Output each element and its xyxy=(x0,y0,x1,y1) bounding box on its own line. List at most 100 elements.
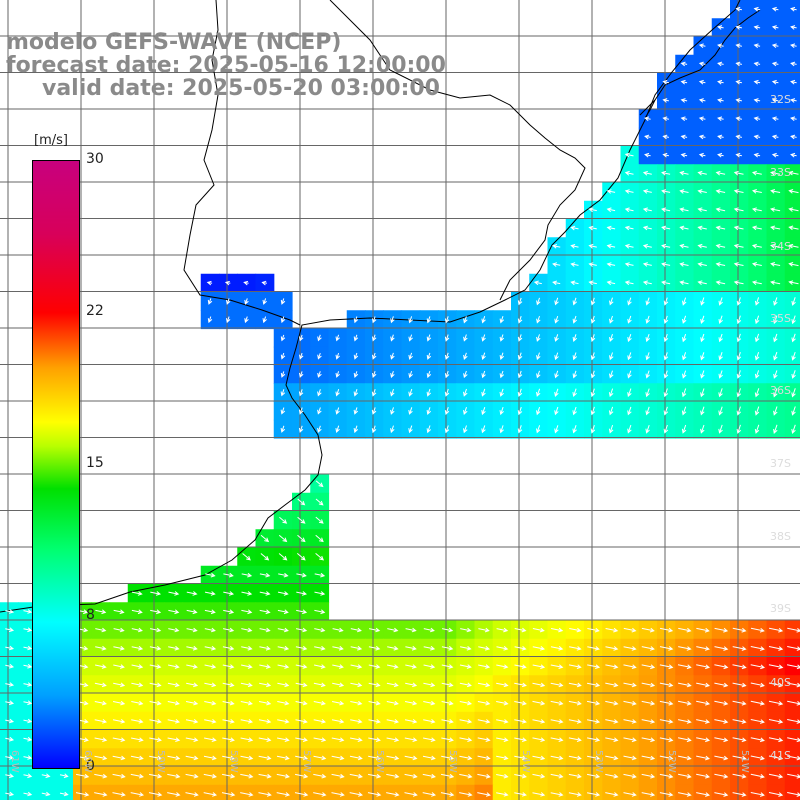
wind-arrow xyxy=(714,773,729,779)
wind-arrow xyxy=(258,792,272,797)
wind-arrow xyxy=(750,664,766,670)
wind-arrow xyxy=(298,425,304,433)
wind-arrow xyxy=(371,389,377,397)
wind-arrow xyxy=(408,388,413,397)
wind-arrow xyxy=(404,755,418,761)
wind-arrow xyxy=(5,682,15,687)
wind-arrow xyxy=(331,737,345,742)
wind-arrow xyxy=(533,280,542,286)
wind-arrow xyxy=(732,719,747,724)
wind-arrow xyxy=(280,316,286,324)
wind-arrow xyxy=(426,370,432,379)
wind-arrow xyxy=(276,773,290,779)
wind-arrow xyxy=(186,664,198,669)
wind-arrow xyxy=(262,298,267,305)
wind-arrow xyxy=(736,352,742,361)
wind-arrow xyxy=(444,388,450,397)
wind-arrow xyxy=(23,645,33,651)
wind-arrow xyxy=(95,609,107,615)
wind-arrow xyxy=(459,773,473,779)
wind-arrow xyxy=(590,352,596,361)
wind-arrow xyxy=(390,371,395,379)
wind-arrow xyxy=(790,152,797,158)
wind-arrow xyxy=(261,280,267,286)
wind-arrow xyxy=(353,316,359,324)
coastline xyxy=(0,0,761,613)
wind-arrow xyxy=(240,719,254,724)
wind-arrow xyxy=(240,664,253,669)
wind-arrow xyxy=(700,388,705,398)
wind-arrow xyxy=(517,370,523,379)
wind-arrow xyxy=(278,572,289,578)
wind-arrow xyxy=(714,682,729,688)
wind-arrow xyxy=(331,773,345,779)
wind-arrow xyxy=(150,591,162,596)
wind-arrow xyxy=(259,664,271,669)
wind-arrow xyxy=(296,572,307,578)
wind-arrows xyxy=(5,6,800,797)
wind-arrow xyxy=(787,792,800,797)
wind-arrow xyxy=(167,737,181,742)
wind-arrow xyxy=(682,370,687,379)
wind-arrow xyxy=(791,424,796,434)
wind-arrow xyxy=(331,792,345,797)
wind-arrow xyxy=(532,664,546,669)
wind-arrow xyxy=(791,297,796,306)
wind-arrow xyxy=(754,297,760,306)
wind-arrow xyxy=(331,755,345,761)
wind-arrow xyxy=(773,406,778,416)
wind-cell xyxy=(146,784,165,800)
wind-arrow xyxy=(241,591,253,596)
wind-arrow xyxy=(259,591,271,596)
wind-arrow xyxy=(680,79,688,85)
wind-arrow xyxy=(606,189,616,194)
wind-arrow xyxy=(608,424,614,434)
wind-arrow xyxy=(641,664,656,670)
wind-arrow xyxy=(771,43,779,48)
lat-label-39s: 39S xyxy=(770,602,791,615)
wind-arrow xyxy=(715,225,726,231)
wind-arrow xyxy=(680,152,688,158)
wind-arrow xyxy=(404,719,418,724)
wind-arrow xyxy=(753,61,761,67)
wind-arrow xyxy=(335,371,340,378)
wind-arrow xyxy=(768,646,784,651)
wind-arrow xyxy=(185,719,199,724)
wind-arrow xyxy=(696,700,711,706)
wind-cell xyxy=(474,784,494,800)
wind-arrow xyxy=(606,262,616,267)
wind-arrow xyxy=(790,61,797,67)
wind-cell xyxy=(657,784,676,800)
wind-arrow xyxy=(554,352,559,361)
wind-arrow xyxy=(350,682,363,688)
wind-arrow xyxy=(499,425,504,434)
wind-arrow xyxy=(276,792,291,797)
wind-arrow xyxy=(168,627,180,633)
wind-arrow xyxy=(444,334,450,342)
wind-arrow xyxy=(259,645,271,651)
wind-arrow xyxy=(572,352,578,361)
wind-arrow xyxy=(499,406,504,416)
wind-arrow xyxy=(791,370,796,379)
wind-arrow xyxy=(258,737,272,742)
wind-arrow xyxy=(463,388,468,397)
wind-arrow xyxy=(735,98,742,103)
wind-arrow xyxy=(680,134,688,140)
wind-cell xyxy=(127,784,147,800)
lon-label-52w: 52W xyxy=(666,750,677,773)
wind-cell xyxy=(0,784,19,800)
wind-arrow xyxy=(735,116,742,121)
wind-arrow xyxy=(481,407,486,416)
wind-arrow xyxy=(768,700,784,706)
wind-arrow xyxy=(112,719,126,724)
wind-arrow xyxy=(514,773,527,779)
wind-arrow xyxy=(572,406,577,416)
wind-arrow xyxy=(368,719,381,724)
wind-arrow xyxy=(624,207,634,213)
wind-arrow xyxy=(682,315,687,324)
wind-arrow xyxy=(733,170,744,176)
wind-arrow xyxy=(568,792,582,797)
wind-arrow xyxy=(773,333,778,343)
wind-arrow xyxy=(624,170,634,176)
wind-arrow xyxy=(788,280,799,285)
